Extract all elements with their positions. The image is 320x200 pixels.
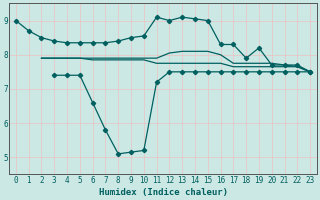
X-axis label: Humidex (Indice chaleur): Humidex (Indice chaleur) xyxy=(99,188,228,197)
